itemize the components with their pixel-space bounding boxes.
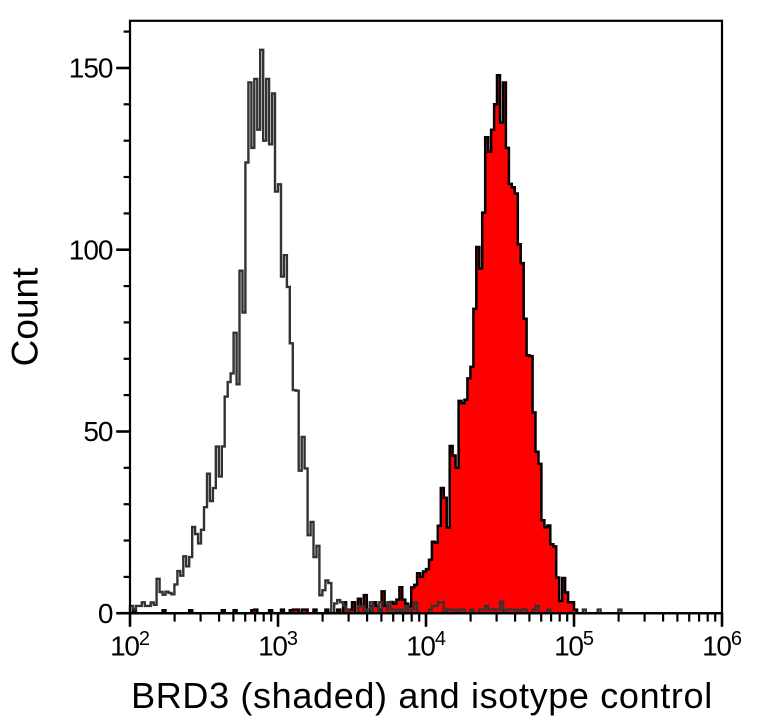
- svg-text:150: 150: [69, 53, 113, 84]
- svg-text:102: 102: [110, 628, 150, 662]
- svg-text:100: 100: [69, 234, 113, 265]
- svg-text:105: 105: [554, 628, 594, 662]
- svg-text:Count: Count: [5, 267, 46, 366]
- svg-text:0: 0: [98, 598, 113, 629]
- svg-text:BRD3 (shaded) and isotype cont: BRD3 (shaded) and isotype control: [131, 675, 713, 716]
- svg-text:50: 50: [83, 416, 113, 447]
